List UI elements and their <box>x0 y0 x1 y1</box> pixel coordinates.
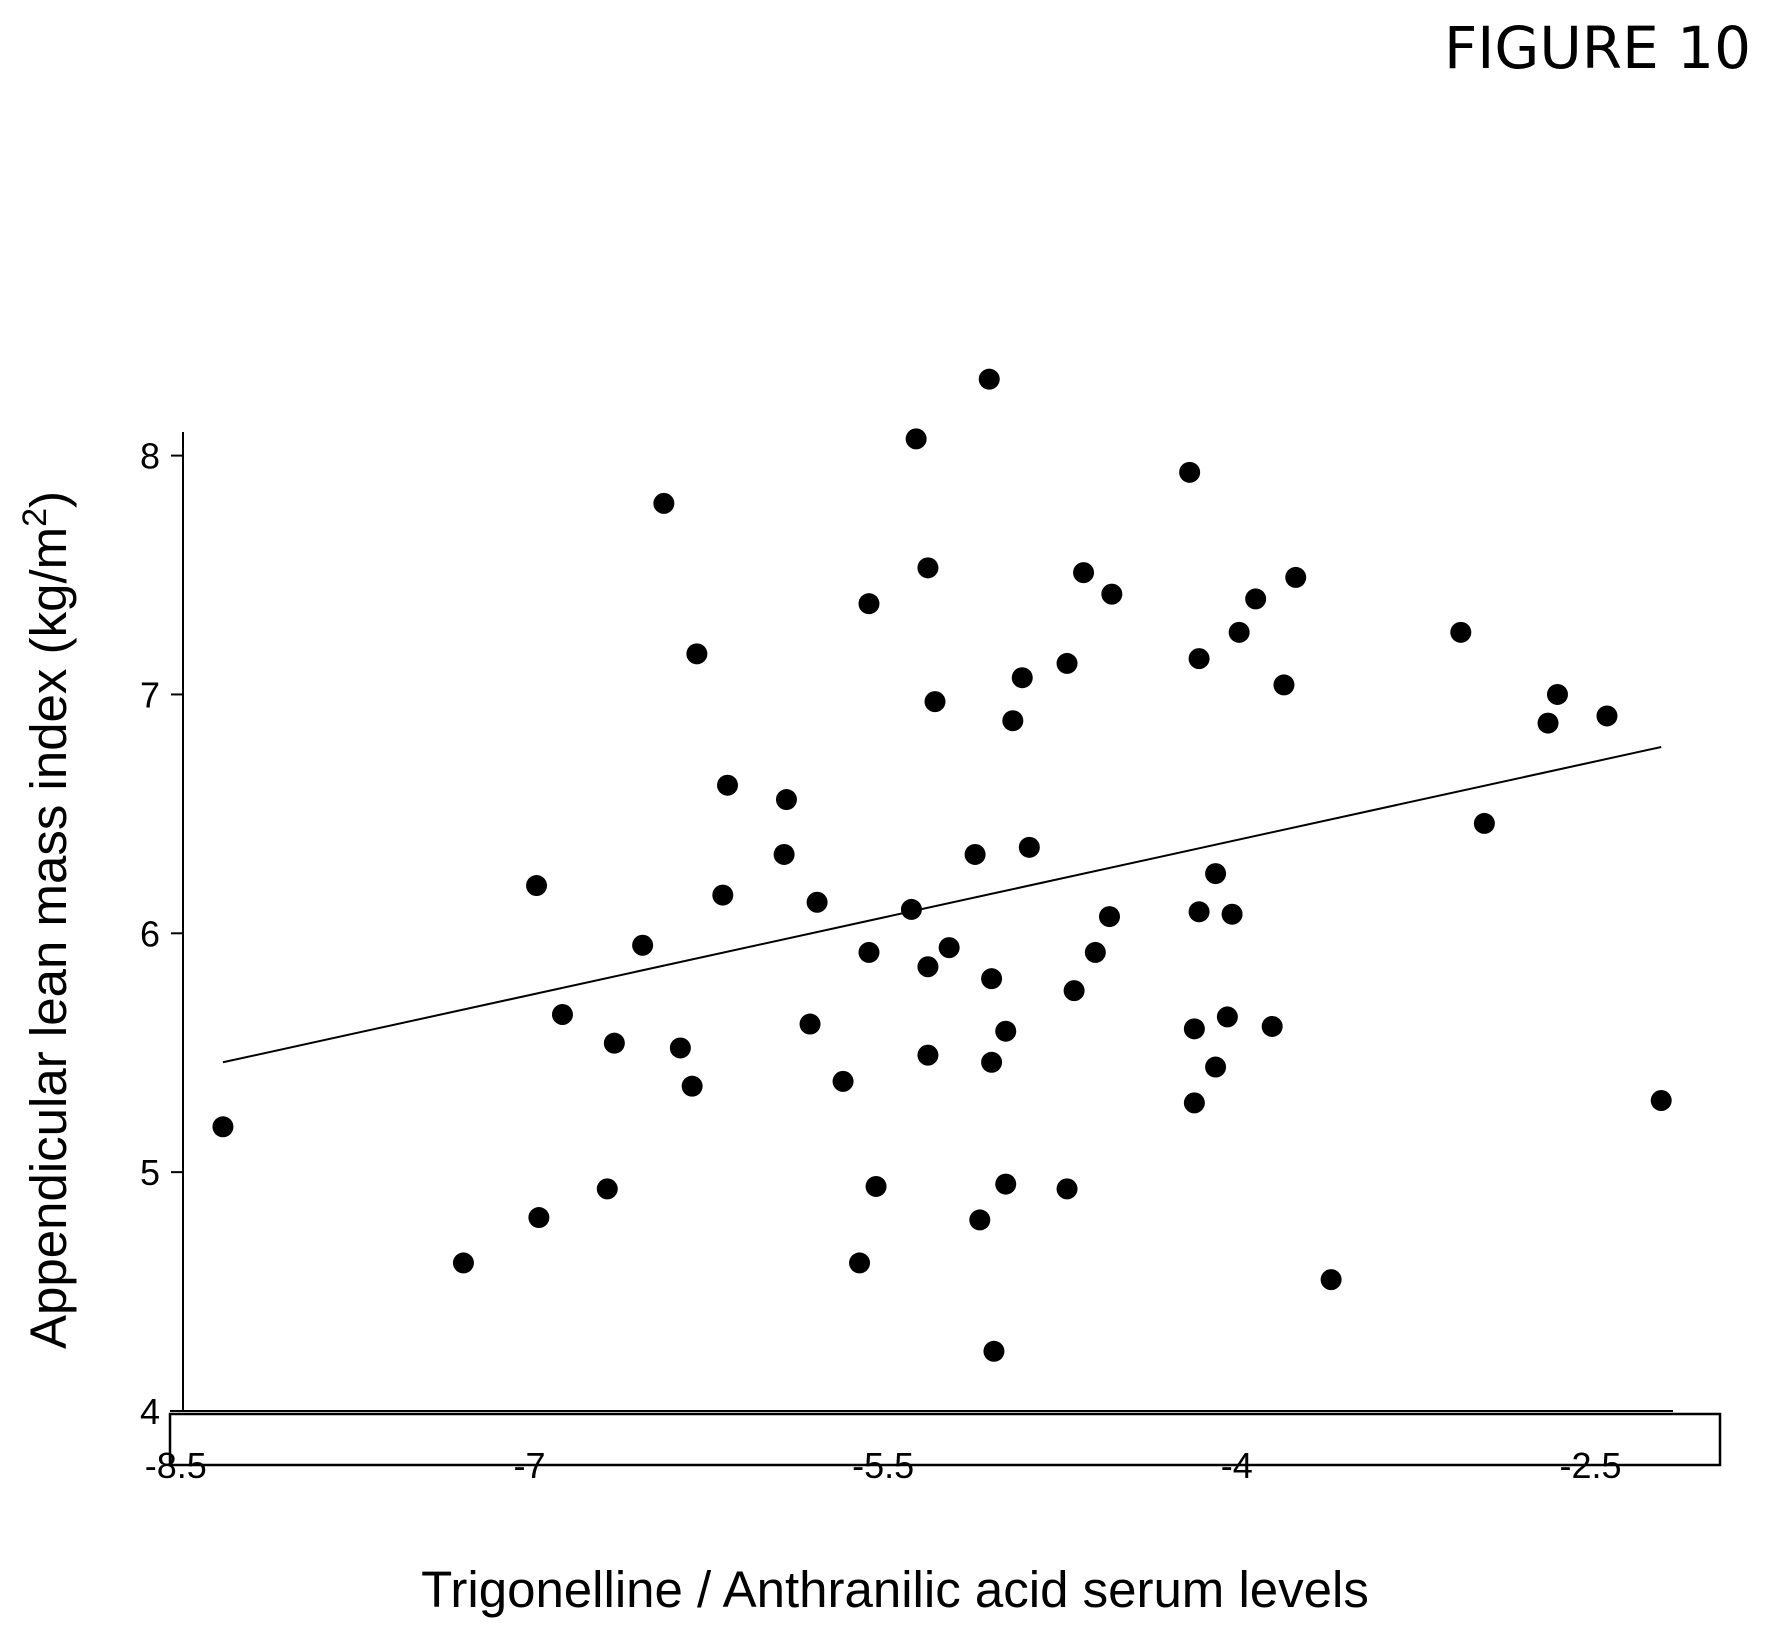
data-point <box>995 1173 1017 1195</box>
data-point <box>1188 901 1210 923</box>
data-point <box>212 1116 234 1138</box>
data-point <box>865 1175 887 1197</box>
data-point <box>1101 583 1123 605</box>
data-point <box>1205 1056 1227 1078</box>
data-point <box>1018 836 1040 858</box>
data-point <box>1216 1006 1238 1028</box>
data-point <box>900 898 922 920</box>
data-point <box>1056 652 1078 674</box>
y-ticks: 4 5 6 7 8 <box>140 436 183 1432</box>
data-point <box>917 956 939 978</box>
data-point <box>1546 683 1568 705</box>
data-point <box>1188 648 1210 670</box>
data-point <box>1245 588 1267 610</box>
y-axis-title-sup: 2 <box>16 508 54 527</box>
data-point <box>1063 980 1085 1002</box>
data-point <box>858 941 880 963</box>
data-point <box>917 557 939 579</box>
data-point <box>1473 812 1495 834</box>
data-point <box>905 428 927 450</box>
data-point <box>938 937 960 959</box>
data-point <box>669 1037 691 1059</box>
y-axis-title: Appendicular lean mass index (kg/m2) <box>16 491 77 1349</box>
data-point <box>686 643 708 665</box>
data-point <box>924 691 946 713</box>
y-tick-label: 8 <box>140 436 160 477</box>
data-point <box>1011 667 1033 689</box>
x-axis-title: Trigonelline / Anthranilic acid serum le… <box>421 1561 1369 1618</box>
data-point <box>603 1032 625 1054</box>
data-point <box>1228 621 1250 643</box>
data-point <box>717 774 739 796</box>
data-point <box>1073 562 1095 584</box>
data-point <box>981 1051 1003 1073</box>
x-tick-label: -5.5 <box>852 1445 914 1486</box>
data-point <box>773 843 795 865</box>
y-tick-label: 4 <box>140 1391 160 1432</box>
data-point <box>799 1013 821 1035</box>
x-tick-label: -7 <box>513 1445 545 1486</box>
y-axis-title-end: ) <box>20 491 77 508</box>
data-point <box>1261 1015 1283 1037</box>
data-point <box>551 1004 573 1026</box>
data-point <box>1596 705 1618 727</box>
data-point <box>528 1207 550 1229</box>
data-point <box>775 789 797 811</box>
y-axis-title-main: Appendicular lean mass index (kg/m <box>20 527 77 1349</box>
data-point <box>681 1075 703 1097</box>
data-point <box>1183 1092 1205 1114</box>
y-tick-label: 6 <box>140 913 160 954</box>
data-point <box>969 1209 991 1231</box>
x-axis <box>168 1410 1722 1467</box>
data-point <box>1056 1178 1078 1200</box>
data-point <box>1320 1269 1342 1291</box>
data-point <box>712 884 734 906</box>
data-point <box>981 968 1003 990</box>
data-point <box>596 1178 618 1200</box>
data-point <box>917 1044 939 1066</box>
data-points <box>212 368 1672 1362</box>
data-point <box>983 1340 1005 1362</box>
data-point <box>1183 1018 1205 1040</box>
figure-label: FIGURE 10 <box>1443 14 1751 82</box>
x-tick-label: -2.5 <box>1559 1445 1621 1486</box>
trend-line <box>222 746 1662 1064</box>
data-point <box>858 593 880 615</box>
x-axis-box <box>168 1412 1722 1467</box>
data-point <box>452 1252 474 1274</box>
data-point <box>1205 863 1227 885</box>
data-point <box>964 843 986 865</box>
data-point <box>1002 710 1024 732</box>
data-point <box>806 891 828 913</box>
data-point <box>995 1020 1017 1042</box>
data-point <box>526 875 548 897</box>
y-tick-label: 5 <box>140 1152 160 1193</box>
data-point <box>978 368 1000 390</box>
y-tick-label: 7 <box>140 674 160 715</box>
data-point <box>1650 1089 1672 1111</box>
data-point <box>1098 906 1120 928</box>
data-point <box>653 492 675 514</box>
data-point <box>1273 674 1295 696</box>
x-ticks: -8.5 -7 -5.5 -4 -2.5 <box>145 1445 1622 1486</box>
data-point <box>1537 712 1559 734</box>
data-point <box>1179 461 1201 483</box>
data-point <box>1084 941 1106 963</box>
x-tick-label: -4 <box>1221 1445 1253 1486</box>
data-point <box>1285 566 1307 588</box>
x-tick-label: -8.5 <box>145 1445 207 1486</box>
data-point <box>832 1070 854 1092</box>
data-point <box>632 934 654 956</box>
data-point <box>849 1252 871 1274</box>
data-point <box>1221 903 1243 925</box>
data-point <box>1450 621 1472 643</box>
